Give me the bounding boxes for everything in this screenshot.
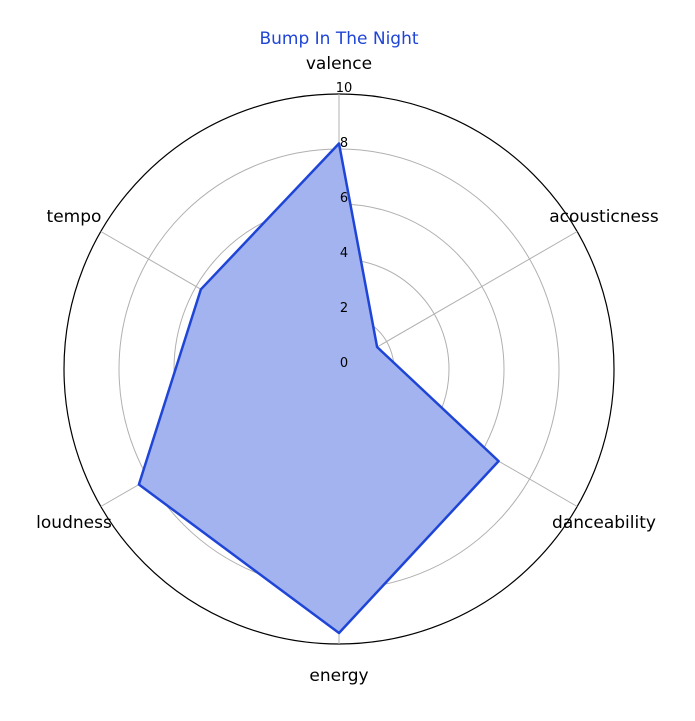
axis-label-energy: energy bbox=[309, 666, 368, 686]
radial-tick-label: 8 bbox=[340, 136, 348, 151]
axis-spoke bbox=[338, 231, 578, 370]
axis-label-danceability: danceability bbox=[552, 513, 656, 533]
axis-label-loudness: loudness bbox=[36, 513, 112, 533]
radial-tick-label: 6 bbox=[340, 191, 348, 206]
axis-label-valence: valence bbox=[306, 54, 372, 74]
series-area bbox=[138, 143, 499, 633]
radial-tick-label: 4 bbox=[340, 246, 348, 261]
radial-tick-label: 0 bbox=[340, 356, 348, 371]
labels-layer: 0 2 4 6 8 10 valence acousticness danceability en… bbox=[36, 54, 659, 686]
axis-label-tempo: tempo bbox=[47, 207, 102, 227]
radial-tick-label: 10 bbox=[336, 81, 353, 96]
chart-title: Bump In The Night bbox=[259, 29, 418, 49]
axis-label-acousticness: acousticness bbox=[549, 207, 659, 227]
radial-tick-label: 2 bbox=[340, 301, 348, 316]
series-layer bbox=[137, 142, 500, 635]
